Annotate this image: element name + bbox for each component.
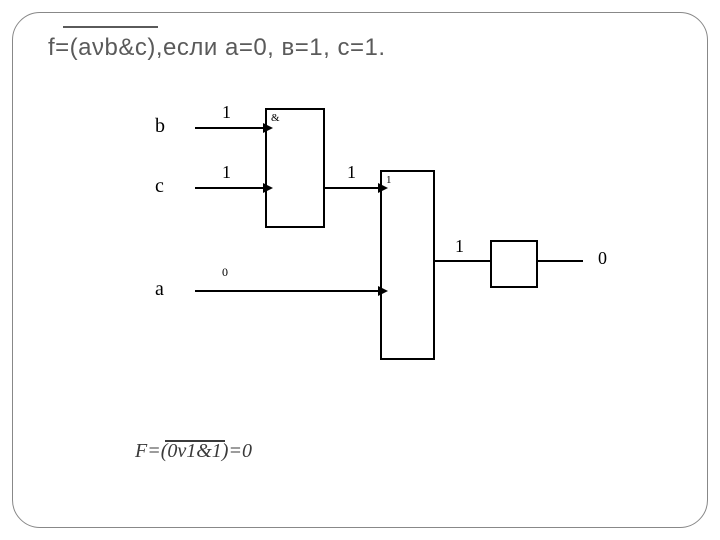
wire-not-out [538,260,583,262]
not-out-value: 0 [598,248,607,269]
result-overline [165,440,225,442]
and-gate [265,108,325,228]
signal-c-label: c [155,175,164,198]
signal-b-value: 1 [222,102,231,123]
circuit-stage: & 1 b c a 1 1 0 1 1 0 F=(0ν1&1)=0 [0,0,720,540]
signal-a-value: 0 [222,265,228,280]
signal-a-label: a [155,278,164,301]
wire-b-to-and [195,127,265,129]
wire-a-to-or [195,290,380,292]
result-formula: F=(0ν1&1)=0 [135,440,252,463]
signal-b-label: b [155,115,165,138]
wire-and-to-or [325,187,380,189]
and-out-value: 1 [347,162,356,183]
signal-c-value: 1 [222,162,231,183]
arrow-a [378,286,388,296]
wire-c-to-and [195,187,265,189]
or-out-value: 1 [455,236,464,257]
arrow-and [378,183,388,193]
arrow-c [263,183,273,193]
not-gate [490,240,538,288]
arrow-b [263,123,273,133]
wire-or-to-not [435,260,490,262]
or-gate [380,170,435,360]
